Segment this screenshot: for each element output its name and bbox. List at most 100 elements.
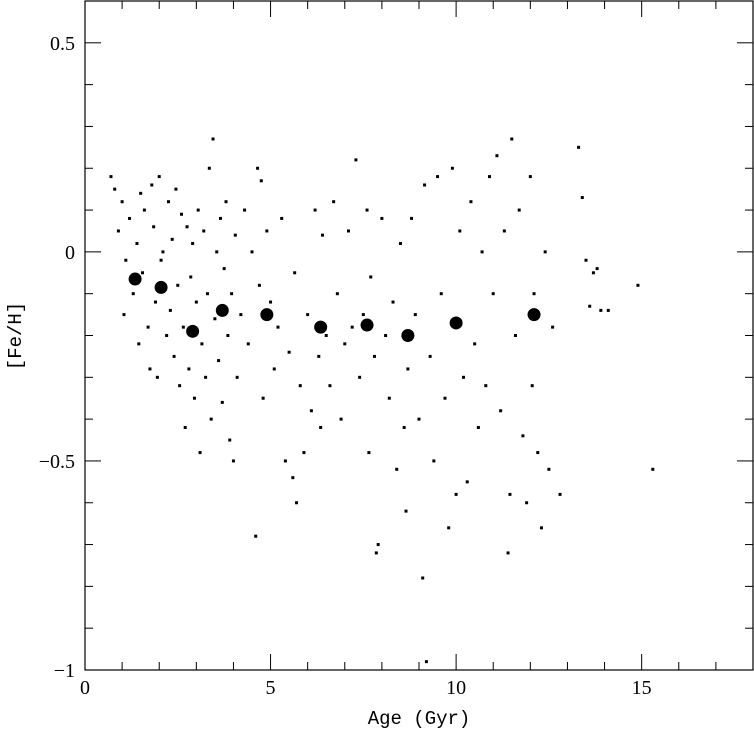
star-point: [450, 166, 454, 170]
star-point: [317, 354, 321, 358]
star-point: [269, 300, 273, 304]
plot-frame: [84, 0, 754, 671]
star-point: [161, 250, 165, 254]
star-point: [413, 313, 417, 317]
star-point: [309, 409, 313, 413]
star-point: [417, 417, 421, 421]
star-point: [465, 480, 469, 484]
star-point: [376, 543, 380, 547]
star-point: [335, 292, 339, 296]
x-tick-label: 5: [266, 677, 276, 699]
mean-point: [527, 308, 541, 322]
star-point: [135, 242, 139, 246]
star-point: [233, 233, 237, 237]
star-point: [636, 283, 640, 287]
star-point: [170, 237, 174, 241]
star-point: [174, 187, 178, 191]
star-point: [517, 208, 521, 212]
star-point: [139, 191, 143, 195]
star-point: [443, 396, 447, 400]
star-point: [181, 325, 185, 329]
star-point: [354, 158, 358, 162]
mean-point: [360, 318, 374, 332]
star-point: [154, 300, 158, 304]
star-point: [159, 258, 163, 262]
mean-point: [215, 303, 229, 317]
star-point: [591, 271, 595, 275]
star-point: [185, 225, 189, 229]
star-point: [283, 459, 287, 463]
star-point: [513, 334, 517, 337]
star-point: [142, 208, 146, 212]
star-point: [191, 242, 195, 246]
star-point: [547, 467, 551, 471]
star-point: [230, 292, 234, 296]
star-point: [217, 359, 221, 363]
star-point: [120, 200, 124, 204]
star-point: [137, 342, 141, 346]
x-axis-label: Age (Gyr): [368, 708, 471, 730]
star-point: [211, 137, 215, 141]
star-point: [176, 283, 180, 287]
star-point: [508, 492, 512, 496]
star-point: [367, 451, 371, 455]
star-point: [488, 175, 492, 179]
star-point: [372, 354, 376, 358]
star-point: [374, 551, 378, 555]
star-point: [361, 313, 365, 317]
star-point: [287, 350, 291, 354]
star-point: [321, 233, 325, 237]
mean-point: [260, 308, 274, 322]
star-point: [406, 367, 410, 371]
star-point: [447, 526, 451, 530]
star-point: [543, 250, 547, 254]
star-point: [302, 451, 306, 455]
star-point: [473, 342, 477, 346]
star-point: [261, 396, 265, 400]
star-point: [391, 300, 395, 304]
star-point: [272, 367, 276, 371]
star-point: [436, 175, 440, 179]
star-point: [380, 216, 384, 220]
star-point: [280, 216, 284, 220]
star-point: [194, 300, 198, 304]
star-point: [187, 367, 191, 371]
star-point: [319, 425, 323, 429]
star-point: [220, 400, 224, 404]
star-point: [293, 271, 297, 275]
star-point: [256, 166, 260, 170]
star-point: [551, 325, 555, 329]
star-point: [599, 308, 603, 312]
star-point: [324, 334, 328, 337]
mean-point: [314, 320, 328, 334]
star-point: [313, 208, 317, 212]
star-point: [462, 375, 466, 379]
star-point: [291, 476, 295, 480]
star-point: [295, 501, 299, 505]
star-point: [384, 334, 388, 337]
star-point: [235, 375, 239, 379]
star-point: [499, 409, 503, 413]
star-point: [404, 509, 408, 513]
mean-point: [401, 329, 415, 342]
star-point: [205, 292, 209, 296]
star-point: [109, 175, 113, 179]
star-point: [276, 325, 280, 329]
star-point: [530, 384, 534, 388]
star-point: [155, 375, 159, 379]
star-point: [157, 175, 161, 179]
star-point: [328, 384, 332, 388]
y-tick-label: −0.5: [39, 451, 75, 473]
star-point: [122, 313, 126, 317]
star-point: [152, 225, 156, 229]
star-point: [510, 137, 514, 141]
star-point: [350, 325, 354, 329]
star-point: [580, 196, 584, 200]
star-point: [346, 229, 350, 233]
star-point: [146, 325, 150, 329]
star-point: [257, 283, 261, 287]
star-point: [528, 175, 532, 179]
star-point: [116, 229, 120, 233]
star-point: [332, 200, 336, 204]
